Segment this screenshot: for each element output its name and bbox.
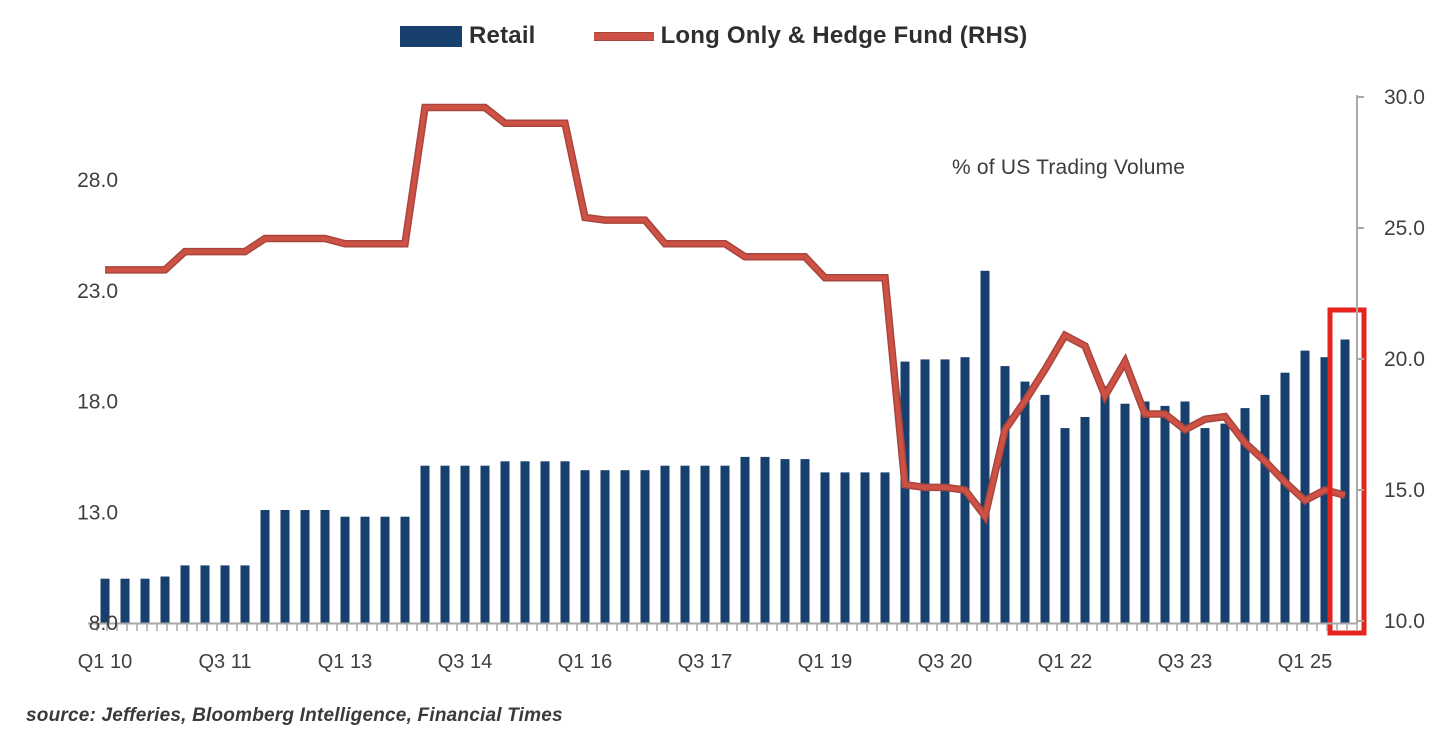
legend-institutional-label: Long Only & Hedge Fund (RHS) <box>660 22 1028 49</box>
retail-bar <box>1260 394 1270 623</box>
retail-bar <box>1100 386 1110 623</box>
retail-bar <box>600 470 610 623</box>
legend-retail-label: Retail <box>469 22 536 49</box>
left-axis-label: 23.0 <box>77 280 118 303</box>
retail-bar <box>440 465 450 623</box>
retail-bar <box>160 576 170 623</box>
retail-bar <box>220 565 230 623</box>
retail-bar <box>860 472 870 623</box>
retail-bar <box>120 578 130 623</box>
retail-bar <box>640 470 650 623</box>
retail-bar <box>560 461 570 623</box>
retail-bar <box>1140 401 1150 623</box>
retail-bar <box>840 472 850 623</box>
retail-bar <box>1200 428 1210 623</box>
retail-swatch-icon <box>400 25 462 47</box>
x-axis-label: Q3 20 <box>918 651 972 673</box>
retail-bar <box>360 516 370 623</box>
retail-bar <box>1300 350 1310 623</box>
retail-bar <box>1080 417 1090 623</box>
x-axis-label: Q1 16 <box>558 651 612 673</box>
right-axis-label: 30.0 <box>1384 86 1425 109</box>
highlight-box <box>1327 307 1367 636</box>
retail-bar <box>1040 394 1050 623</box>
retail-bar <box>720 465 730 623</box>
retail-bar <box>420 465 430 623</box>
retail-bar <box>680 465 690 623</box>
retail-bar <box>1280 372 1290 623</box>
x-axis-label: Q1 19 <box>798 651 852 673</box>
retail-bar <box>780 459 790 623</box>
retail-bar <box>940 359 950 623</box>
retail-bar <box>180 565 190 623</box>
right-axis-label: 25.0 <box>1384 217 1425 240</box>
right-axis-label: 15.0 <box>1384 479 1425 502</box>
retail-bar <box>660 465 670 623</box>
retail-bar <box>460 465 470 623</box>
retail-bar <box>800 459 810 623</box>
left-axis-label: 18.0 <box>77 391 118 414</box>
x-axis-label: Q1 10 <box>78 651 132 673</box>
retail-bar <box>820 472 830 623</box>
retail-bar <box>900 361 910 623</box>
legend: Retail Long Only & Hedge Fund (RHS) <box>400 22 1027 50</box>
retail-bar <box>1160 405 1170 623</box>
retail-bar <box>380 516 390 623</box>
retail-bar <box>1240 408 1250 623</box>
x-axis-label: Q3 17 <box>678 651 732 673</box>
x-axis-label: Q3 11 <box>199 651 252 673</box>
retail-bar <box>1120 403 1130 623</box>
retail-bar <box>140 578 150 623</box>
legend-item-institutional: Long Only & Hedge Fund (RHS) <box>593 22 1028 50</box>
retail-bar <box>540 461 550 623</box>
retail-bar <box>480 465 490 623</box>
retail-bar <box>240 565 250 623</box>
retail-bar <box>300 510 310 623</box>
x-axis-label: Q1 22 <box>1038 651 1092 673</box>
axis-unit-annotation: % of US Trading Volume <box>952 156 1186 179</box>
right-axis-label: 10.0 <box>1384 610 1425 633</box>
retail-bar <box>580 470 590 623</box>
x-axis-label: Q3 23 <box>1158 651 1212 673</box>
left-axis-label: 8.0 <box>89 612 118 635</box>
left-axis-label: 28.0 <box>77 169 118 192</box>
retail-bar <box>320 510 330 623</box>
retail-bar <box>500 461 510 623</box>
retail-bar <box>400 516 410 623</box>
retail-bar <box>1220 423 1230 623</box>
retail-bar <box>700 465 710 623</box>
retail-bar <box>740 456 750 623</box>
retail-bar <box>760 456 770 623</box>
source-note: source: Jefferies, Bloomberg Intelligenc… <box>26 705 563 726</box>
retail-bar <box>1060 428 1070 623</box>
line-swatch-icon <box>593 31 654 41</box>
retail-bar <box>280 510 290 623</box>
x-axis-label: Q3 14 <box>438 651 492 673</box>
retail-bar <box>1020 381 1030 623</box>
retail-bar <box>920 359 930 623</box>
retail-bar <box>200 565 210 623</box>
retail-bar <box>520 461 530 623</box>
retail-bar <box>620 470 630 623</box>
retail-bar <box>260 510 270 623</box>
right-axis-label: 20.0 <box>1384 348 1425 371</box>
x-axis-label: Q1 13 <box>318 651 372 673</box>
x-axis-label: Q1 25 <box>1278 651 1332 673</box>
retail-bar <box>980 270 990 623</box>
retail-bar <box>1000 366 1010 623</box>
left-axis-label: 13.0 <box>77 501 118 524</box>
institutional-line <box>105 105 1346 522</box>
retail-bar <box>880 472 890 623</box>
retail-bar <box>340 516 350 623</box>
legend-item-retail: Retail <box>400 22 536 50</box>
retail-bar <box>1340 339 1350 623</box>
retail-bar <box>100 578 110 623</box>
retail-bar <box>1180 401 1190 623</box>
